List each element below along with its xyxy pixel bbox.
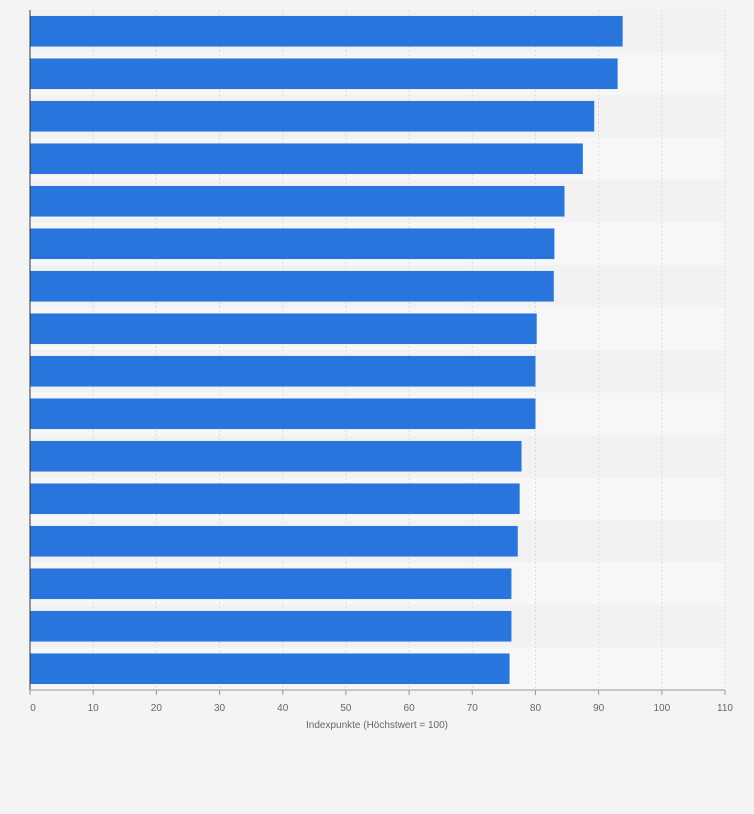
bar — [30, 568, 512, 600]
bars — [30, 15, 623, 685]
bar — [30, 653, 510, 685]
bar — [30, 313, 537, 345]
x-tick-label: 30 — [214, 703, 226, 714]
x-tick-label: 40 — [277, 703, 289, 714]
bar — [30, 610, 512, 642]
axes — [29, 10, 725, 691]
bar — [30, 100, 595, 132]
bar — [30, 483, 520, 515]
x-tick-label: 90 — [593, 703, 605, 714]
x-tick-label: 110 — [717, 703, 733, 714]
bar — [30, 440, 522, 472]
bar — [30, 143, 583, 175]
x-tick-label: 80 — [530, 703, 542, 714]
x-axis-label: Indexpunkte (Höchstwert = 100) — [306, 720, 448, 731]
bar — [30, 185, 565, 217]
bar — [30, 58, 618, 90]
x-tick-label: 50 — [340, 703, 352, 714]
bar — [30, 228, 555, 260]
x-tick-label: 60 — [404, 703, 416, 714]
x-tick-labels: 0 10 20 30 40 50 60 70 80 90 100 110 — [29, 690, 733, 714]
bar — [30, 15, 623, 47]
x-tick-label: 70 — [467, 703, 479, 714]
x-tick-label: 0 — [30, 703, 36, 714]
bar — [30, 525, 518, 557]
x-tick-label: 10 — [88, 703, 100, 714]
bar — [30, 270, 554, 302]
x-tick-label: 100 — [653, 703, 670, 714]
x-tick-label: 20 — [151, 703, 163, 714]
bar — [30, 398, 536, 430]
bar — [30, 355, 536, 387]
